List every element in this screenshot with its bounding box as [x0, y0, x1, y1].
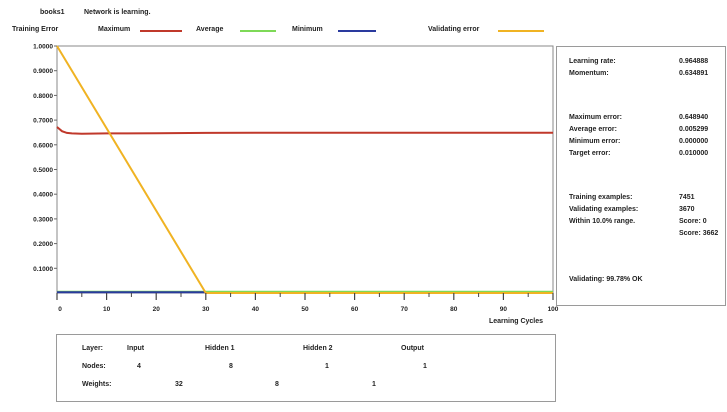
legend-label-validating: Validating error	[428, 26, 480, 33]
nodes-output: 1	[423, 363, 427, 370]
y-tick-label: 0.1000	[33, 266, 53, 273]
x-tick-label: 60	[351, 306, 359, 313]
legend-label-maximum: Maximum	[98, 26, 131, 33]
y-tick-label: 0.6000	[33, 142, 53, 149]
y-tick-label: 0.9000	[33, 68, 53, 75]
x-tick-label: 0	[58, 306, 62, 313]
momentum-label: Momentum:	[569, 70, 609, 77]
validating-examples-value: 3670	[679, 206, 695, 213]
layer-name-hidden-2: Hidden 2	[303, 345, 333, 352]
legend-label-minimum: Minimum	[292, 26, 323, 33]
y-tick-label: 0.7000	[33, 118, 53, 125]
layer-name-input: Input	[127, 345, 145, 352]
min-error-value: 0.000000	[679, 138, 709, 145]
x-tick-label: 30	[202, 306, 210, 313]
nodes-hidden-1: 8	[229, 363, 233, 370]
learning-rate-label: Learning rate:	[569, 58, 616, 65]
learning-rate-value: 0.964888	[679, 58, 709, 65]
validating-status: Validating: 99.78% OK	[569, 276, 643, 283]
nodes-row-label: Nodes:	[82, 363, 106, 370]
weights-hidden-1-hidden-2: 8	[275, 381, 279, 388]
momentum-value: 0.634891	[679, 70, 709, 77]
y-tick-label: 0.5000	[33, 167, 53, 174]
y-tick-label: 0.2000	[33, 241, 53, 248]
weights-row-label: Weights:	[82, 381, 112, 388]
target-error-label: Target error:	[569, 150, 611, 157]
legend-label-average: Average	[196, 26, 224, 33]
x-tick-label: 40	[252, 306, 260, 313]
weights-input-hidden-1: 32	[175, 381, 183, 388]
series-line-maximum	[56, 126, 553, 135]
score-total-value: Score: 3662	[679, 230, 719, 237]
within-range-label: Within 10.0% range.	[569, 218, 636, 225]
score-ok-value: Score: 0	[679, 218, 707, 225]
validating-examples-label: Validating examples:	[569, 206, 639, 213]
legend-swatch-minimum	[338, 30, 376, 32]
x-tick-label: 80	[450, 306, 458, 313]
file-name: books1	[40, 9, 65, 16]
plot-area	[56, 45, 554, 294]
weights-hidden-2-output: 1	[372, 381, 376, 388]
legend-swatch-validating	[498, 30, 544, 32]
max-error-label: Maximum error:	[569, 114, 622, 121]
layer-row-label: Layer:	[82, 345, 104, 352]
layer-name-hidden-1: Hidden 1	[205, 345, 235, 352]
x-tick-label: 20	[153, 306, 161, 313]
x-tick-label: 10	[103, 306, 111, 313]
y-tick-label: 1.0000	[33, 44, 53, 51]
legend-title: Training Error	[12, 26, 59, 33]
y-tick-label: 0.3000	[33, 216, 53, 223]
x-tick-label: 100	[548, 306, 559, 313]
x-axis-label: Learning Cycles	[489, 318, 543, 325]
target-error-value: 0.010000	[679, 150, 709, 157]
training-examples-label: Training examples:	[569, 194, 633, 201]
nodes-input: 4	[137, 363, 141, 370]
avg-error-value: 0.005299	[679, 126, 709, 133]
y-tick-label: 0.8000	[33, 93, 53, 100]
x-tick-label: 90	[500, 306, 508, 313]
max-error-value: 0.648940	[679, 114, 709, 121]
avg-error-label: Average error:	[569, 126, 617, 133]
x-tick-label: 70	[401, 306, 409, 313]
legend-swatch-maximum	[140, 30, 182, 32]
training-examples-value: 7451	[679, 194, 695, 201]
status-text: Network is learning.	[84, 9, 151, 16]
layer-name-output: Output	[401, 345, 424, 352]
stats-panel: Learning rate: 0.964888 Momentum: 0.6348…	[556, 46, 726, 306]
min-error-label: Minimum error:	[569, 138, 621, 145]
y-tick-label: 0.4000	[33, 192, 53, 199]
legend-swatch-average	[240, 30, 276, 32]
network-panel: Layer: Input Hidden 1 Hidden 2 Output No…	[56, 334, 556, 402]
x-tick-label: 50	[301, 306, 309, 313]
nodes-hidden-2: 1	[325, 363, 329, 370]
